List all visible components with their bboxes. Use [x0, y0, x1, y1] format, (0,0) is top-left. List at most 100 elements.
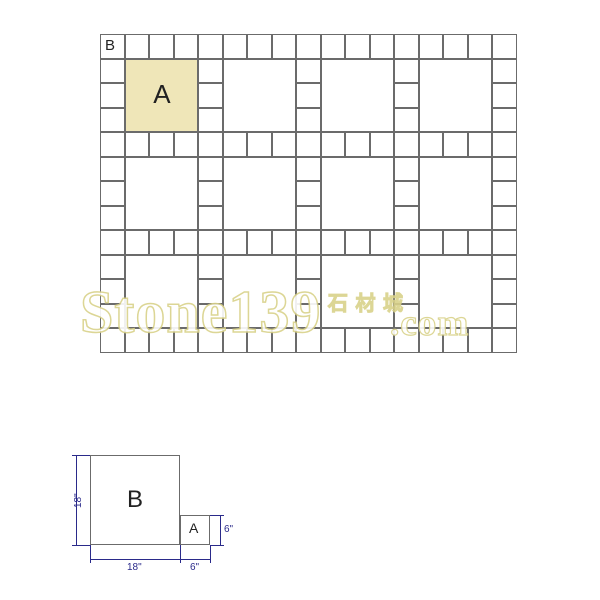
tile-small [492, 304, 517, 329]
tile-small [296, 83, 321, 108]
tile-small [492, 83, 517, 108]
tile-small [125, 132, 150, 157]
tile-small [492, 132, 517, 157]
legend-label-b: B [127, 486, 143, 514]
tile-small [272, 132, 297, 157]
tile-small [443, 132, 468, 157]
tile-small [394, 255, 419, 280]
tile-small [198, 181, 223, 206]
tile-small [492, 206, 517, 231]
tile-small [149, 328, 174, 353]
tile-small [321, 230, 346, 255]
tile-small [198, 255, 223, 280]
tile-small [345, 328, 370, 353]
tile-small [174, 132, 199, 157]
dim-line [180, 559, 210, 560]
tile-large [321, 157, 395, 231]
tile-small [296, 108, 321, 133]
label-b: B [105, 37, 115, 54]
tile-small [419, 230, 444, 255]
tile-small [149, 132, 174, 157]
tile-small [296, 304, 321, 329]
tile-small [492, 59, 517, 84]
dim-b-width: 18" [127, 562, 142, 573]
tile-small [492, 157, 517, 182]
tile-small [443, 34, 468, 59]
dim-line [90, 559, 180, 560]
tile-small [247, 230, 272, 255]
tile-small [468, 34, 493, 59]
tile-small [100, 132, 125, 157]
dim-line [76, 455, 90, 456]
tile-small [321, 328, 346, 353]
tile-small [296, 34, 321, 59]
tile-small [468, 328, 493, 353]
dim-a-height: 6" [224, 524, 233, 535]
tile-small [419, 328, 444, 353]
tile-small [100, 206, 125, 231]
tile-small [198, 157, 223, 182]
tile-small [149, 34, 174, 59]
tile-small [345, 230, 370, 255]
tile-small [247, 34, 272, 59]
tile-small [296, 181, 321, 206]
tile-small [198, 279, 223, 304]
tile-small [419, 34, 444, 59]
dim-line [210, 515, 220, 516]
tile-small [492, 181, 517, 206]
tile-large [223, 255, 297, 329]
tile-small [174, 230, 199, 255]
tile-small [100, 83, 125, 108]
tile-small [198, 230, 223, 255]
tile-small [272, 328, 297, 353]
dim-line [180, 545, 181, 559]
tile-small [296, 59, 321, 84]
tile-small [198, 304, 223, 329]
tile-small [296, 255, 321, 280]
tile-small [321, 132, 346, 157]
tile-small [394, 59, 419, 84]
dim-b-height: 18" [73, 493, 84, 508]
dim-line [76, 545, 90, 546]
tile-small [100, 328, 125, 353]
tile-small [492, 255, 517, 280]
tile-small [296, 132, 321, 157]
tile-small [100, 230, 125, 255]
dim-line [220, 515, 221, 545]
tile-small [125, 34, 150, 59]
tile-small [370, 328, 395, 353]
tile-small [100, 279, 125, 304]
tile-small [125, 328, 150, 353]
dim-line [90, 545, 91, 559]
tile-small [296, 157, 321, 182]
tile-small [321, 34, 346, 59]
tile-pattern-diagram: BA Stone139 石 材 城 .com BA18"6"18"6" [0, 0, 600, 600]
tile-small [296, 230, 321, 255]
tile-small [100, 304, 125, 329]
tile-small [492, 230, 517, 255]
tile-small [345, 34, 370, 59]
tile-small [394, 181, 419, 206]
tile-small [370, 132, 395, 157]
tile-small [419, 132, 444, 157]
tile-small [198, 206, 223, 231]
tile-small [223, 230, 248, 255]
tile-small [272, 34, 297, 59]
tile-large [419, 157, 493, 231]
dim-line [210, 545, 211, 559]
tile-small [492, 328, 517, 353]
tile-small [468, 230, 493, 255]
dim-a-width: 6" [190, 562, 199, 573]
label-a: A [153, 79, 170, 110]
tile-small [198, 108, 223, 133]
tile-small [394, 304, 419, 329]
tile-small [247, 328, 272, 353]
tile-small [100, 59, 125, 84]
tile-small [394, 279, 419, 304]
tile-small [272, 230, 297, 255]
dim-line [210, 545, 220, 546]
tile-small [394, 34, 419, 59]
tile-small [370, 230, 395, 255]
tile-small [100, 108, 125, 133]
tile-small [100, 181, 125, 206]
